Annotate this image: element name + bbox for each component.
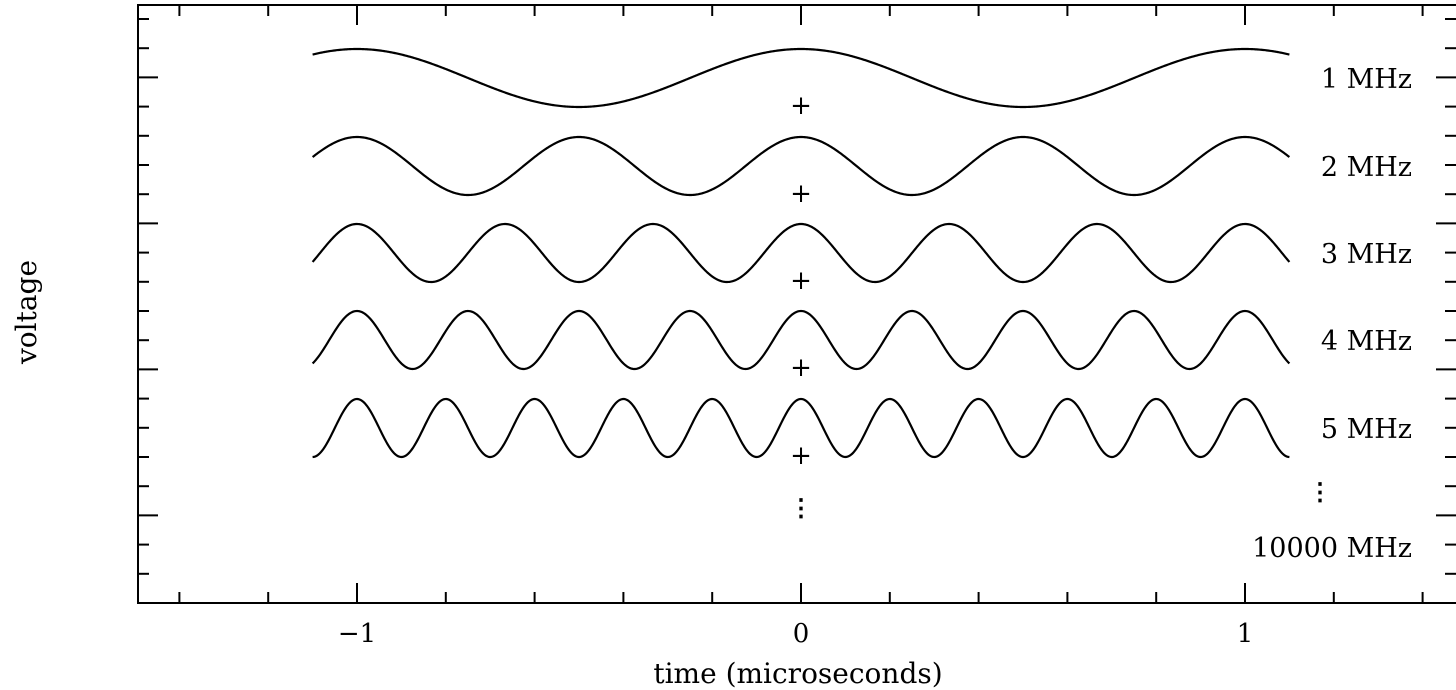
x-tick-label: −1 xyxy=(338,619,376,649)
series-line-1mhz xyxy=(312,47,1290,109)
axes-frame xyxy=(137,4,1456,604)
series-line-5mhz xyxy=(312,397,1290,459)
continuation-dots-right: ⋮ xyxy=(1308,477,1332,506)
series-label-3mhz: 3 MHz xyxy=(1321,239,1412,270)
origin-marker: + xyxy=(790,179,812,209)
series-line-2mhz xyxy=(311,135,1291,197)
series-label-10000mhz: 10000 MHz xyxy=(1252,533,1412,564)
axis-ticks xyxy=(138,5,1456,603)
y-axis-label: voltage xyxy=(10,260,43,365)
origin-marker: + xyxy=(790,353,812,383)
x-tick-labels: −1 0 1 xyxy=(338,619,1253,649)
continuation-dots-center: ⋮ xyxy=(789,493,813,522)
origin-marker: + xyxy=(790,266,812,296)
origin-markers: + + + + + ⋮ ⋮ xyxy=(789,91,1332,522)
series-line-4mhz xyxy=(311,309,1291,371)
series-label-4mhz: 4 MHz xyxy=(1321,326,1412,357)
series-line-3mhz xyxy=(311,222,1291,284)
series-labels: 1 MHz 2 MHz 3 MHz 4 MHz 5 MHz xyxy=(1321,64,1412,445)
origin-marker: + xyxy=(790,441,812,471)
x-axis-label: time (microseconds) xyxy=(653,657,942,690)
series-label-5mhz: 5 MHz xyxy=(1321,414,1412,445)
x-tick-label: 0 xyxy=(793,619,810,649)
wave-series xyxy=(311,47,1291,459)
origin-marker: + xyxy=(790,91,812,121)
series-label-1mhz: 1 MHz xyxy=(1321,64,1412,95)
series-label-2mhz: 2 MHz xyxy=(1321,152,1412,183)
x-tick-label: 1 xyxy=(1237,619,1254,649)
plot-frame xyxy=(137,4,1456,604)
